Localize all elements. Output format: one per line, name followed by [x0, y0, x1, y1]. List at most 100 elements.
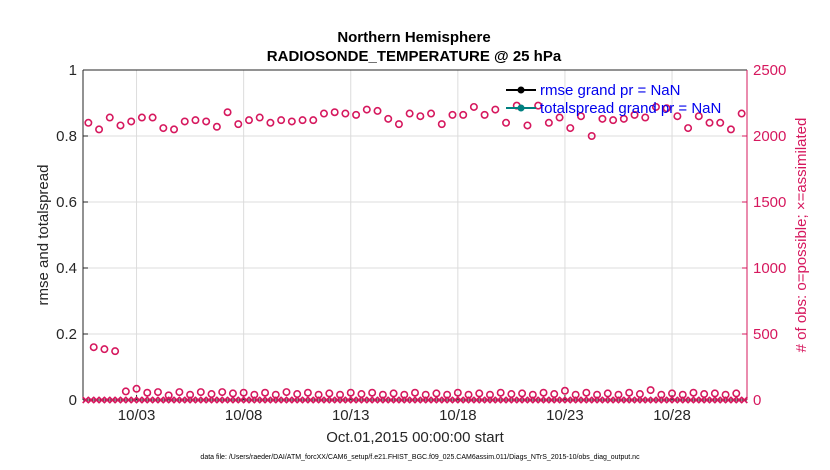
data-file-footnote: data file: /Users/raeder/DAI/ATM_forcXX/… — [200, 454, 640, 461]
obs-possible-point — [389, 389, 398, 398]
obs-assimilated-point — [173, 396, 181, 404]
obs-possible-point — [373, 106, 382, 115]
obs-possible-point — [662, 104, 671, 113]
obs-possible-point — [716, 118, 725, 127]
obs-assimilated-stroke — [392, 396, 400, 404]
obs-assimilated-stroke — [419, 396, 427, 404]
obs-assimilated-point — [317, 396, 325, 404]
x-tick-label: 10/08 — [225, 407, 263, 424]
obs-possible-point — [212, 122, 221, 131]
obs-assimilated-stroke — [590, 396, 598, 404]
obs-possible-point — [191, 116, 200, 125]
obs-assimilated-stroke — [580, 396, 588, 404]
obs-assimilated-point — [628, 396, 636, 404]
obs-assimilated-point — [398, 396, 406, 404]
obs-possible-point — [266, 118, 275, 127]
obs-possible-point — [175, 388, 184, 397]
obs-assimilated-stroke — [628, 396, 636, 404]
obs-assimilated-stroke — [446, 396, 454, 404]
obs-possible-point — [737, 109, 746, 118]
obs-assimilated-point — [660, 396, 668, 404]
obs-assimilated-stroke — [585, 396, 593, 404]
obs-assimilated-point — [478, 396, 486, 404]
obs-assimilated-stroke — [515, 396, 523, 404]
obs-possible-point — [223, 108, 232, 117]
obs-assimilated-point — [537, 396, 545, 404]
obs-assimilated-point — [606, 396, 615, 404]
obs-assimilated-point — [633, 396, 641, 404]
obs-possible-point — [330, 108, 339, 117]
x-tick-label: 10/23 — [546, 407, 584, 424]
obs-assimilated-stroke — [205, 396, 213, 404]
obs-assimilated-point — [285, 396, 293, 404]
obs-assimilated-stroke — [167, 396, 175, 404]
obs-assimilated-point — [183, 396, 191, 404]
obs-assimilated-stroke — [194, 396, 202, 404]
obs-possible-point — [732, 389, 741, 398]
obs-assimilated-point — [644, 396, 652, 404]
obs-possible-point — [234, 120, 243, 129]
obs-assimilated-stroke — [301, 396, 309, 404]
obs-assimilated-point — [740, 396, 748, 404]
obs-assimilated-stroke — [505, 396, 513, 404]
obs-assimilated-stroke — [221, 396, 229, 404]
obs-possible-point — [121, 387, 130, 396]
y-left-tick-label: 0.8 — [56, 128, 77, 145]
obs-assimilated-stroke — [740, 396, 748, 404]
obs-possible-point — [437, 120, 446, 129]
obs-assimilated-stroke — [82, 396, 90, 404]
obs-possible-point — [582, 388, 591, 397]
obs-assimilated-stroke — [596, 396, 604, 404]
obs-assimilated-stroke — [564, 396, 572, 404]
obs-assimilated-point — [269, 396, 277, 404]
y-right-tick-label: 0 — [753, 392, 761, 409]
obs-assimilated-stroke — [681, 396, 689, 404]
obs-assimilated-point — [82, 396, 90, 404]
obs-assimilated-stroke — [612, 396, 620, 404]
obs-assimilated-point — [360, 396, 368, 404]
obs-assimilated-point — [655, 396, 663, 404]
obs-possible-point — [427, 109, 436, 118]
obs-assimilated-point — [665, 396, 673, 404]
obs-assimilated-point — [403, 396, 411, 404]
obs-assimilated-point — [253, 396, 261, 404]
obs-assimilated-point — [719, 396, 727, 404]
obs-assimilated-stroke — [371, 396, 379, 404]
x-tick-label: 10/28 — [653, 407, 691, 424]
obs-possible-point — [560, 386, 569, 395]
obs-possible-point — [491, 105, 500, 114]
obs-assimilated-stroke — [381, 396, 390, 404]
obs-assimilated-stroke — [130, 396, 138, 404]
obs-possible-point — [202, 117, 211, 126]
obs-possible-point — [566, 124, 575, 133]
obs-assimilated-stroke — [708, 396, 716, 404]
obs-assimilated-stroke — [456, 396, 465, 404]
obs-assimilated-point — [178, 396, 186, 404]
obs-possible-point — [180, 117, 189, 126]
obs-assimilated-stroke — [414, 396, 422, 404]
obs-possible-point — [689, 388, 698, 397]
obs-possible-point — [502, 118, 511, 127]
obs-assimilated-stroke — [87, 396, 95, 404]
obs-assimilated-stroke — [440, 396, 449, 404]
obs-assimilated-point — [114, 396, 122, 404]
obs-assimilated-point — [312, 396, 320, 404]
obs-assimilated-point — [585, 396, 593, 404]
obs-possible-point — [303, 388, 312, 397]
obs-assimilated-point — [590, 396, 598, 404]
obs-assimilated-stroke — [403, 396, 411, 404]
obs-possible-point — [668, 389, 677, 398]
obs-assimilated-point — [692, 396, 700, 404]
obs-assimilated-point — [280, 396, 288, 404]
y-right-tick-label: 500 — [753, 326, 778, 343]
obs-possible-point — [164, 391, 173, 400]
obs-possible-point — [534, 101, 543, 110]
obs-assimilated-point — [328, 396, 336, 404]
obs-possible-point — [603, 389, 612, 398]
obs-possible-point — [523, 121, 532, 130]
obs-assimilated-stroke — [151, 396, 159, 404]
obs-possible-point — [196, 388, 205, 397]
obs-possible-point — [651, 102, 660, 111]
obs-assimilated-stroke — [157, 396, 165, 404]
obs-assimilated-point — [521, 396, 529, 404]
